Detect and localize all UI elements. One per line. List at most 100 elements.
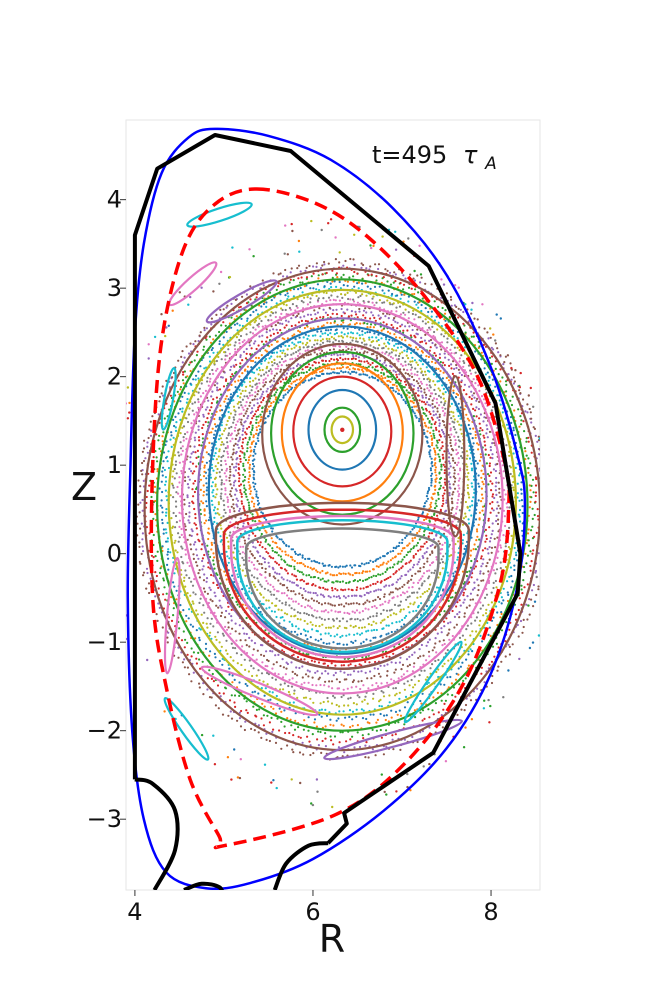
poincare-point bbox=[488, 474, 491, 477]
poincare-point bbox=[456, 540, 460, 543]
poincare-point bbox=[221, 632, 224, 635]
poincare-point bbox=[288, 678, 291, 682]
poincare-point bbox=[245, 410, 248, 413]
poincare-point bbox=[376, 667, 380, 671]
poincare-point bbox=[378, 299, 381, 302]
poincare-point bbox=[176, 485, 179, 489]
poincare-point bbox=[282, 578, 285, 581]
poincare-point bbox=[271, 364, 274, 367]
poincare-point bbox=[496, 536, 499, 539]
poincare-point bbox=[354, 664, 357, 667]
poincare-point bbox=[268, 544, 271, 547]
poincare-point bbox=[317, 661, 321, 664]
poincare-point bbox=[324, 670, 327, 673]
poincare-point bbox=[399, 577, 402, 580]
poincare-point bbox=[306, 313, 310, 316]
poincare-point bbox=[383, 618, 386, 621]
poincare-point bbox=[294, 338, 297, 341]
poincare-point bbox=[271, 549, 274, 552]
poincare-point bbox=[494, 546, 497, 549]
poincare-point bbox=[247, 397, 250, 400]
poincare-point bbox=[385, 364, 388, 367]
poincare-point bbox=[383, 664, 386, 667]
poincare-point bbox=[223, 508, 226, 511]
poincare-point bbox=[210, 395, 213, 398]
poincare-point bbox=[257, 669, 260, 672]
poincare-point bbox=[250, 500, 253, 503]
poincare-point bbox=[252, 485, 256, 488]
poincare-point bbox=[452, 483, 455, 486]
poincare-point bbox=[319, 578, 322, 581]
poincare-point bbox=[448, 462, 451, 465]
poincare-point bbox=[442, 430, 445, 434]
poincare-point bbox=[291, 341, 294, 344]
poincare-point bbox=[346, 291, 349, 294]
poincare-point bbox=[438, 640, 441, 643]
poincare-point bbox=[507, 546, 510, 549]
poincare-point bbox=[395, 545, 398, 548]
poincare-point bbox=[249, 384, 252, 387]
poincare-point bbox=[282, 378, 285, 381]
poincare-point bbox=[255, 442, 258, 446]
poincare-point bbox=[282, 394, 285, 397]
poincare-point bbox=[438, 415, 441, 418]
poincare-point bbox=[399, 656, 402, 659]
poincare-point bbox=[268, 380, 272, 383]
poincare-point bbox=[509, 466, 512, 469]
poincare-point bbox=[445, 346, 448, 349]
poincare-point bbox=[291, 303, 294, 306]
poincare-point bbox=[451, 520, 454, 523]
poincare-point bbox=[298, 570, 301, 574]
poincare-point bbox=[237, 429, 240, 432]
poincare-point bbox=[172, 496, 175, 499]
poincare-point bbox=[423, 502, 427, 505]
poincare-point bbox=[418, 538, 421, 541]
poincare-point bbox=[188, 511, 191, 514]
poincare-point bbox=[249, 450, 252, 453]
poincare-point bbox=[470, 469, 474, 472]
poincare-point bbox=[267, 632, 270, 635]
poincare-point bbox=[258, 544, 261, 547]
poincare-point bbox=[350, 314, 353, 317]
poincare-point bbox=[207, 537, 210, 541]
poincare-point bbox=[207, 412, 210, 415]
poincare-point bbox=[228, 479, 231, 482]
poincare-point bbox=[342, 688, 345, 691]
poincare-point bbox=[380, 580, 383, 583]
poincare-point bbox=[239, 552, 242, 555]
poincare-point bbox=[265, 331, 268, 334]
poincare-point bbox=[198, 601, 201, 605]
poincare-point bbox=[278, 572, 281, 576]
poincare-point bbox=[206, 417, 209, 420]
poincare-point bbox=[425, 517, 428, 521]
poincare-point bbox=[267, 405, 270, 408]
poincare-point bbox=[456, 613, 459, 616]
poincare-point bbox=[238, 436, 242, 439]
poincare-point bbox=[184, 548, 187, 551]
poincare-point bbox=[306, 604, 309, 607]
poincare-point bbox=[289, 358, 292, 361]
poincare-point bbox=[227, 561, 230, 564]
poincare-point bbox=[257, 424, 260, 427]
poincare-point bbox=[316, 311, 319, 314]
poincare-point bbox=[424, 403, 427, 406]
poincare-point bbox=[249, 331, 252, 334]
poincare-point bbox=[256, 437, 259, 440]
poincare-point bbox=[250, 639, 253, 642]
poincare-point bbox=[244, 488, 247, 492]
poincare-point bbox=[363, 339, 366, 342]
poincare-point bbox=[227, 456, 230, 459]
poincare-point bbox=[349, 298, 352, 301]
poincare-point bbox=[250, 574, 253, 577]
poincare-point bbox=[236, 402, 239, 405]
poincare-point bbox=[281, 308, 284, 312]
poincare-point bbox=[401, 541, 404, 545]
poincare-point bbox=[232, 484, 235, 487]
poincare-point bbox=[416, 596, 419, 599]
poincare-point bbox=[237, 406, 240, 409]
poincare-point bbox=[484, 453, 487, 456]
poincare-point bbox=[311, 623, 314, 626]
poincare-point bbox=[267, 589, 270, 592]
poincare-point bbox=[225, 479, 228, 482]
poincare-point bbox=[455, 507, 458, 510]
